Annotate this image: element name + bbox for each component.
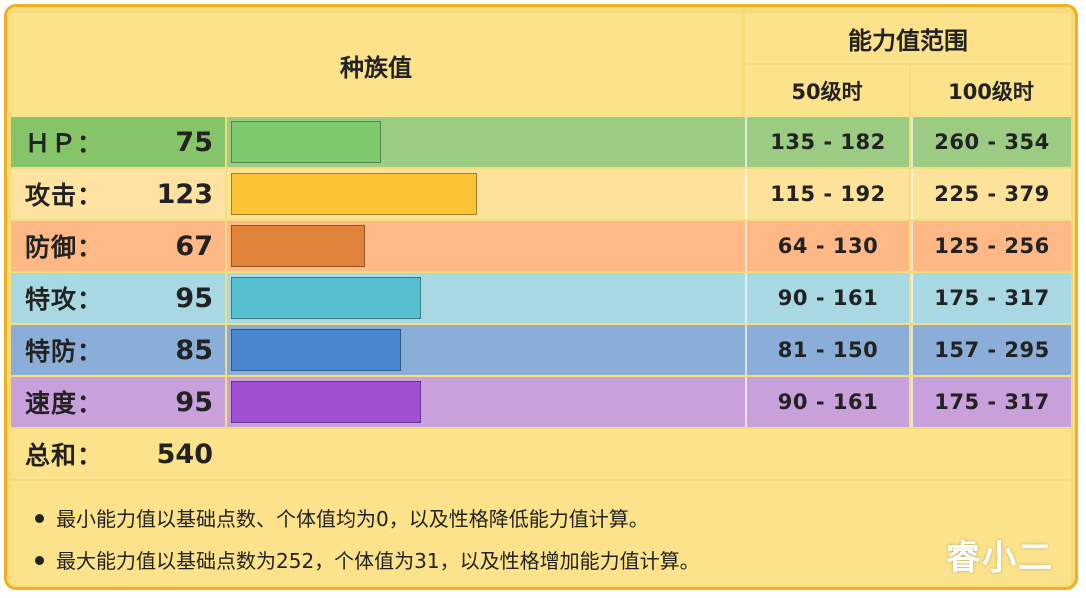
- range-50-value: 90 - 161: [777, 286, 879, 310]
- stat-row: 特攻： 95 90 - 161 175 - 317: [11, 273, 1071, 323]
- total-label: 总和：: [25, 441, 104, 470]
- stat-bar-track: [227, 169, 745, 219]
- stat-bar-fill: [231, 173, 477, 215]
- range-50-value: 90 - 161: [777, 390, 879, 414]
- stat-bar-track: [227, 117, 745, 167]
- stat-value: 123: [156, 178, 213, 210]
- notes-section: 最小能力值以基础点数、个体值均为0，以及性格降低能力值计算。 最大能力值以基础点…: [11, 481, 1071, 585]
- bullet-icon: [35, 556, 44, 565]
- stat-bar-fill: [231, 121, 381, 163]
- range-50-value: 81 - 150: [777, 338, 879, 362]
- total-row: 总和： 540: [11, 429, 1071, 479]
- level-50-header: 50级时: [745, 65, 909, 117]
- bullet-icon: [35, 514, 44, 523]
- watermark: 睿小二: [946, 538, 1054, 578]
- stat-label-cell: 速度： 95: [11, 377, 225, 427]
- range-50-cell: 135 - 182: [745, 117, 909, 167]
- stat-row: 攻击： 123 115 - 192 225 - 379: [11, 169, 1071, 219]
- stat-bar-track: [227, 377, 745, 427]
- range-50-cell: 115 - 192: [745, 169, 909, 219]
- stat-bar-fill: [231, 381, 421, 423]
- stat-name: 防御：: [25, 233, 104, 262]
- range-100-cell: 157 - 295: [911, 325, 1071, 375]
- stat-name: 特防：: [25, 337, 104, 366]
- total-label-cell: 总和： 540: [11, 429, 225, 479]
- range-100-cell: 125 - 256: [911, 221, 1071, 271]
- stat-bar-fill: [231, 277, 421, 319]
- stat-bar-track: [227, 221, 745, 271]
- range-100-cell: 175 - 317: [911, 377, 1071, 427]
- stat-row: 防御： 67 64 - 130 125 - 256: [11, 221, 1071, 271]
- stat-name: 速度：: [25, 389, 104, 418]
- range-100-cell: 260 - 354: [911, 117, 1071, 167]
- stat-label-cell: 攻击： 123: [11, 169, 225, 219]
- range-50-cell: 64 - 130: [745, 221, 909, 271]
- stat-row: 特防： 85 81 - 150 157 - 295: [11, 325, 1071, 375]
- stat-value: 95: [175, 386, 213, 418]
- range-100-value: 157 - 295: [934, 338, 1050, 362]
- range-50-cell: 81 - 150: [745, 325, 909, 375]
- range-100-value: 260 - 354: [934, 130, 1050, 154]
- stat-row: 速度： 95 90 - 161 175 - 317: [11, 377, 1071, 427]
- range-50-value: 115 - 192: [770, 182, 886, 206]
- note-max-text: 最大能力值以基础点数为252，个体值为31，以及性格增加能力值计算。: [56, 549, 700, 573]
- range-100-value: 225 - 379: [934, 182, 1050, 206]
- range-100-value: 175 - 317: [934, 390, 1050, 414]
- level-100-header: 100级时: [911, 65, 1071, 117]
- stat-value: 75: [175, 126, 213, 158]
- stat-name: 攻击：: [25, 181, 104, 210]
- stat-label-cell: ＨＰ： 75: [11, 117, 225, 167]
- base-stats-header: 种族值: [11, 13, 741, 117]
- note-min: 最小能力值以基础点数、个体值均为0，以及性格降低能力值计算。: [35, 503, 649, 532]
- stat-name: ＨＰ：: [25, 129, 104, 158]
- range-100-value: 175 - 317: [934, 286, 1050, 310]
- stat-row: ＨＰ： 75 135 - 182 260 - 354: [11, 117, 1071, 167]
- stat-bar-track: [227, 273, 745, 323]
- total-value: 540: [156, 438, 213, 470]
- range-100-cell: 225 - 379: [911, 169, 1071, 219]
- stat-value: 67: [175, 230, 213, 262]
- stat-value: 85: [175, 334, 213, 366]
- stat-range-header: 能力值范围: [745, 13, 1071, 63]
- range-100-cell: 175 - 317: [911, 273, 1071, 323]
- stat-bar-fill: [231, 225, 365, 267]
- stat-label-cell: 特攻： 95: [11, 273, 225, 323]
- stat-value: 95: [175, 282, 213, 314]
- stat-bar-fill: [231, 329, 401, 371]
- note-min-text: 最小能力值以基础点数、个体值均为0，以及性格降低能力值计算。: [56, 507, 649, 531]
- range-100-value: 125 - 256: [934, 234, 1050, 258]
- stat-label-cell: 特防： 85: [11, 325, 225, 375]
- range-50-value: 135 - 182: [770, 130, 886, 154]
- stat-label-cell: 防御： 67: [11, 221, 225, 271]
- range-50-value: 64 - 130: [777, 234, 879, 258]
- range-50-cell: 90 - 161: [745, 377, 909, 427]
- range-50-cell: 90 - 161: [745, 273, 909, 323]
- stat-name: 特攻：: [25, 285, 104, 314]
- note-max: 最大能力值以基础点数为252，个体值为31，以及性格增加能力值计算。: [35, 545, 700, 574]
- stat-bar-track: [227, 325, 745, 375]
- stats-panel: 种族值 能力值范围 50级时 100级时 ＨＰ： 75 135 - 182 260 -…: [4, 4, 1078, 590]
